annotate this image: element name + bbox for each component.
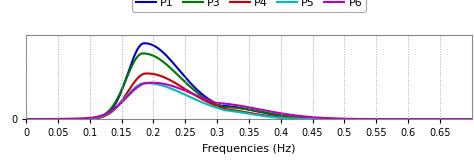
P3	[140, 52, 146, 54]
P3	[74, 118, 80, 120]
P6	[469, 118, 474, 120]
P6	[460, 118, 466, 120]
P3	[469, 118, 474, 120]
P1	[194, 89, 200, 91]
P6	[23, 118, 29, 120]
P1	[74, 118, 80, 120]
P6	[149, 82, 155, 84]
P5	[100, 115, 106, 117]
P5	[412, 118, 418, 120]
Legend: P1, P3, P4, P5, P6: P1, P3, P4, P5, P6	[132, 0, 365, 12]
P6	[100, 114, 106, 116]
P5	[144, 82, 149, 84]
P1	[214, 103, 219, 105]
P5	[74, 118, 80, 120]
P6	[412, 118, 418, 120]
P4	[194, 95, 200, 97]
P4	[214, 105, 219, 107]
Line: P4: P4	[26, 73, 472, 119]
P3	[23, 118, 29, 120]
P3	[194, 92, 200, 94]
P1	[142, 42, 147, 44]
P5	[214, 107, 219, 109]
P6	[214, 102, 219, 104]
P4	[23, 118, 29, 120]
P3	[100, 114, 106, 116]
P1	[469, 118, 474, 120]
P4	[469, 118, 474, 120]
P4	[145, 72, 150, 74]
P4	[100, 115, 106, 117]
P1	[412, 118, 418, 120]
X-axis label: Frequencies (Hz): Frequencies (Hz)	[202, 144, 296, 154]
Line: P3: P3	[26, 53, 472, 119]
P4	[460, 118, 466, 120]
P5	[460, 118, 466, 120]
P1	[100, 115, 106, 117]
P1	[23, 118, 29, 120]
P4	[412, 118, 418, 120]
P3	[460, 118, 466, 120]
P3	[412, 118, 418, 120]
P4	[74, 118, 80, 120]
P5	[469, 118, 474, 120]
Line: P1: P1	[26, 43, 472, 119]
P5	[23, 118, 29, 120]
Line: P6: P6	[26, 83, 472, 119]
P5	[194, 99, 200, 101]
P6	[194, 95, 200, 97]
P1	[460, 118, 466, 120]
P3	[214, 104, 219, 105]
P6	[74, 118, 80, 119]
Line: P5: P5	[26, 83, 472, 119]
